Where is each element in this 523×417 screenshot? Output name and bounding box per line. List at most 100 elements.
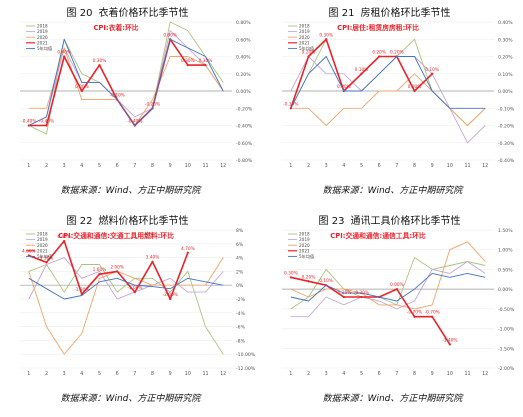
x-tick-label: 12 [482,371,488,377]
y-tick-label: 0.10% [498,72,513,78]
chart-subtitle: CPI:交通和通信:通信工具:环比 [330,231,426,240]
legend-label: 2020 [37,243,48,248]
y-tick-label: -0.20% [236,106,253,112]
series-line [28,264,224,355]
legend-label: 2021 [299,40,310,45]
x-tick-label: 1 [289,163,292,169]
legend-label: 2021 [299,248,310,253]
y-tick-label: -2.00% [498,366,515,372]
y-tick-label: 0.60% [236,37,251,43]
legend-label: 2020 [37,35,48,40]
data-label: 3.40% [146,255,160,261]
y-tick-label: 0.00% [498,287,513,293]
data-point [307,280,310,283]
data-label: 0.10% [355,67,369,73]
y-tick-label: -1.00% [498,327,515,333]
data-point [204,64,207,67]
figure-22-panel: 图 22 燃料价格环比季节性 8% 6% 4% 2% 0% -2% -4% -6% -8% -10.… [0,208,261,416]
series-line [290,276,451,345]
legend-label: 2019 [299,29,310,34]
y-tick-label: 0.40% [236,55,251,61]
x-tick-label: 11 [202,371,208,377]
x-tick-label: 10 [185,371,191,377]
x-tick-label: 12 [220,371,226,377]
series-line [290,56,486,109]
x-tick-label: 7 [395,163,398,169]
data-point [98,64,101,67]
data-label: -0.20% [354,290,369,296]
data-point [116,270,119,273]
data-point [431,72,434,75]
y-tick-label: -0.30% [498,141,515,147]
x-tick-label: 11 [464,163,470,169]
data-label: -0.70% [407,310,422,316]
figure-23-panel: 图 23 通讯工具价格环比季节性 1.50% 1.00% 0.50% 0.00% -0.5… [262,208,523,416]
data-label: 3.30% [40,255,54,261]
data-label: 0.30% [319,32,333,38]
x-tick-label: 3 [63,371,66,377]
legend-label: 5年均值 [37,253,52,260]
x-tick-label: 11 [464,371,470,377]
y-tick-label: -0.20% [498,124,515,130]
y-tick-label: -10.00% [236,352,256,358]
series-line [290,257,486,310]
figure-source: 数据来源：Wind、方正中期研究院 [322,394,463,404]
data-label: 0.30% [181,58,195,64]
y-tick-label: -0.40% [236,124,253,130]
legend-label: 5年均值 [299,45,314,52]
data-label: -1.00% [127,285,142,291]
x-tick-label: 12 [220,163,226,169]
x-tick-label: 10 [447,163,453,169]
data-label: -0.10% [283,101,298,107]
x-tick-label: 12 [482,163,488,169]
data-point [325,38,328,41]
y-tick-label: -4% [236,311,246,317]
legend-label: 2018 [299,24,310,29]
data-label: 0.20% [390,50,404,56]
clothing-price-chart: 0.80%0.60%0.40%0.20%0.00%-0.20%-0.40%-0.… [20,20,253,169]
x-tick-label: 4 [342,371,345,377]
x-tick-label: 1 [289,371,292,377]
x-tick-label: 2 [307,163,310,169]
y-tick-label: 0.50% [498,267,513,273]
x-tick-label: 9 [169,371,172,377]
data-label: 0.00% [390,282,404,288]
telecom-tools-price-chart: 1.50% 1.00% 0.50% 0.00% -0.50% -1.00% -1.50% -2… [282,228,515,377]
data-point [186,64,189,67]
data-label: 0.00% [75,84,89,90]
data-point [289,276,292,279]
chart-subtitle: CPI:居住:租赁房房租:环比 [337,23,419,32]
y-tick-label: -8% [236,338,246,344]
y-tick-label: 0.20% [236,72,251,78]
x-tick-label: 5 [98,371,101,377]
data-label: 0.00% [337,84,351,90]
legend-label: 2019 [37,29,48,34]
y-tick-label: 0.40% [498,20,513,26]
data-label: -0.20% [145,101,160,107]
x-tick-label: 4 [80,371,83,377]
data-point [45,124,48,127]
data-label: -0.40% [39,119,54,125]
figure-title-text: 房租价格环比季节性 [360,8,451,19]
x-tick-label: 6 [116,163,119,169]
y-tick-label: 6% [236,242,244,248]
x-tick-label: 9 [431,163,434,169]
legend-label: 2020 [299,243,310,248]
x-tick-label: 8 [151,163,154,169]
data-label: 2.00% [110,264,124,270]
data-point [413,315,416,318]
y-tick-label: 0% [236,283,244,289]
x-tick-label: 2 [45,163,48,169]
x-tick-label: 11 [202,163,208,169]
x-tick-label: 1 [27,163,30,169]
data-label: -0.20% [336,290,351,296]
data-point [431,315,434,318]
y-tick-label: -0.10% [498,106,515,112]
data-point [45,261,48,264]
data-point [342,295,345,299]
x-tick-label: 6 [378,371,381,377]
series-line [290,241,486,310]
x-tick-label: 7 [133,371,136,377]
figure-title: 图 21 房租价格环比季节性 [262,4,523,19]
data-label: 0.20% [372,50,386,56]
